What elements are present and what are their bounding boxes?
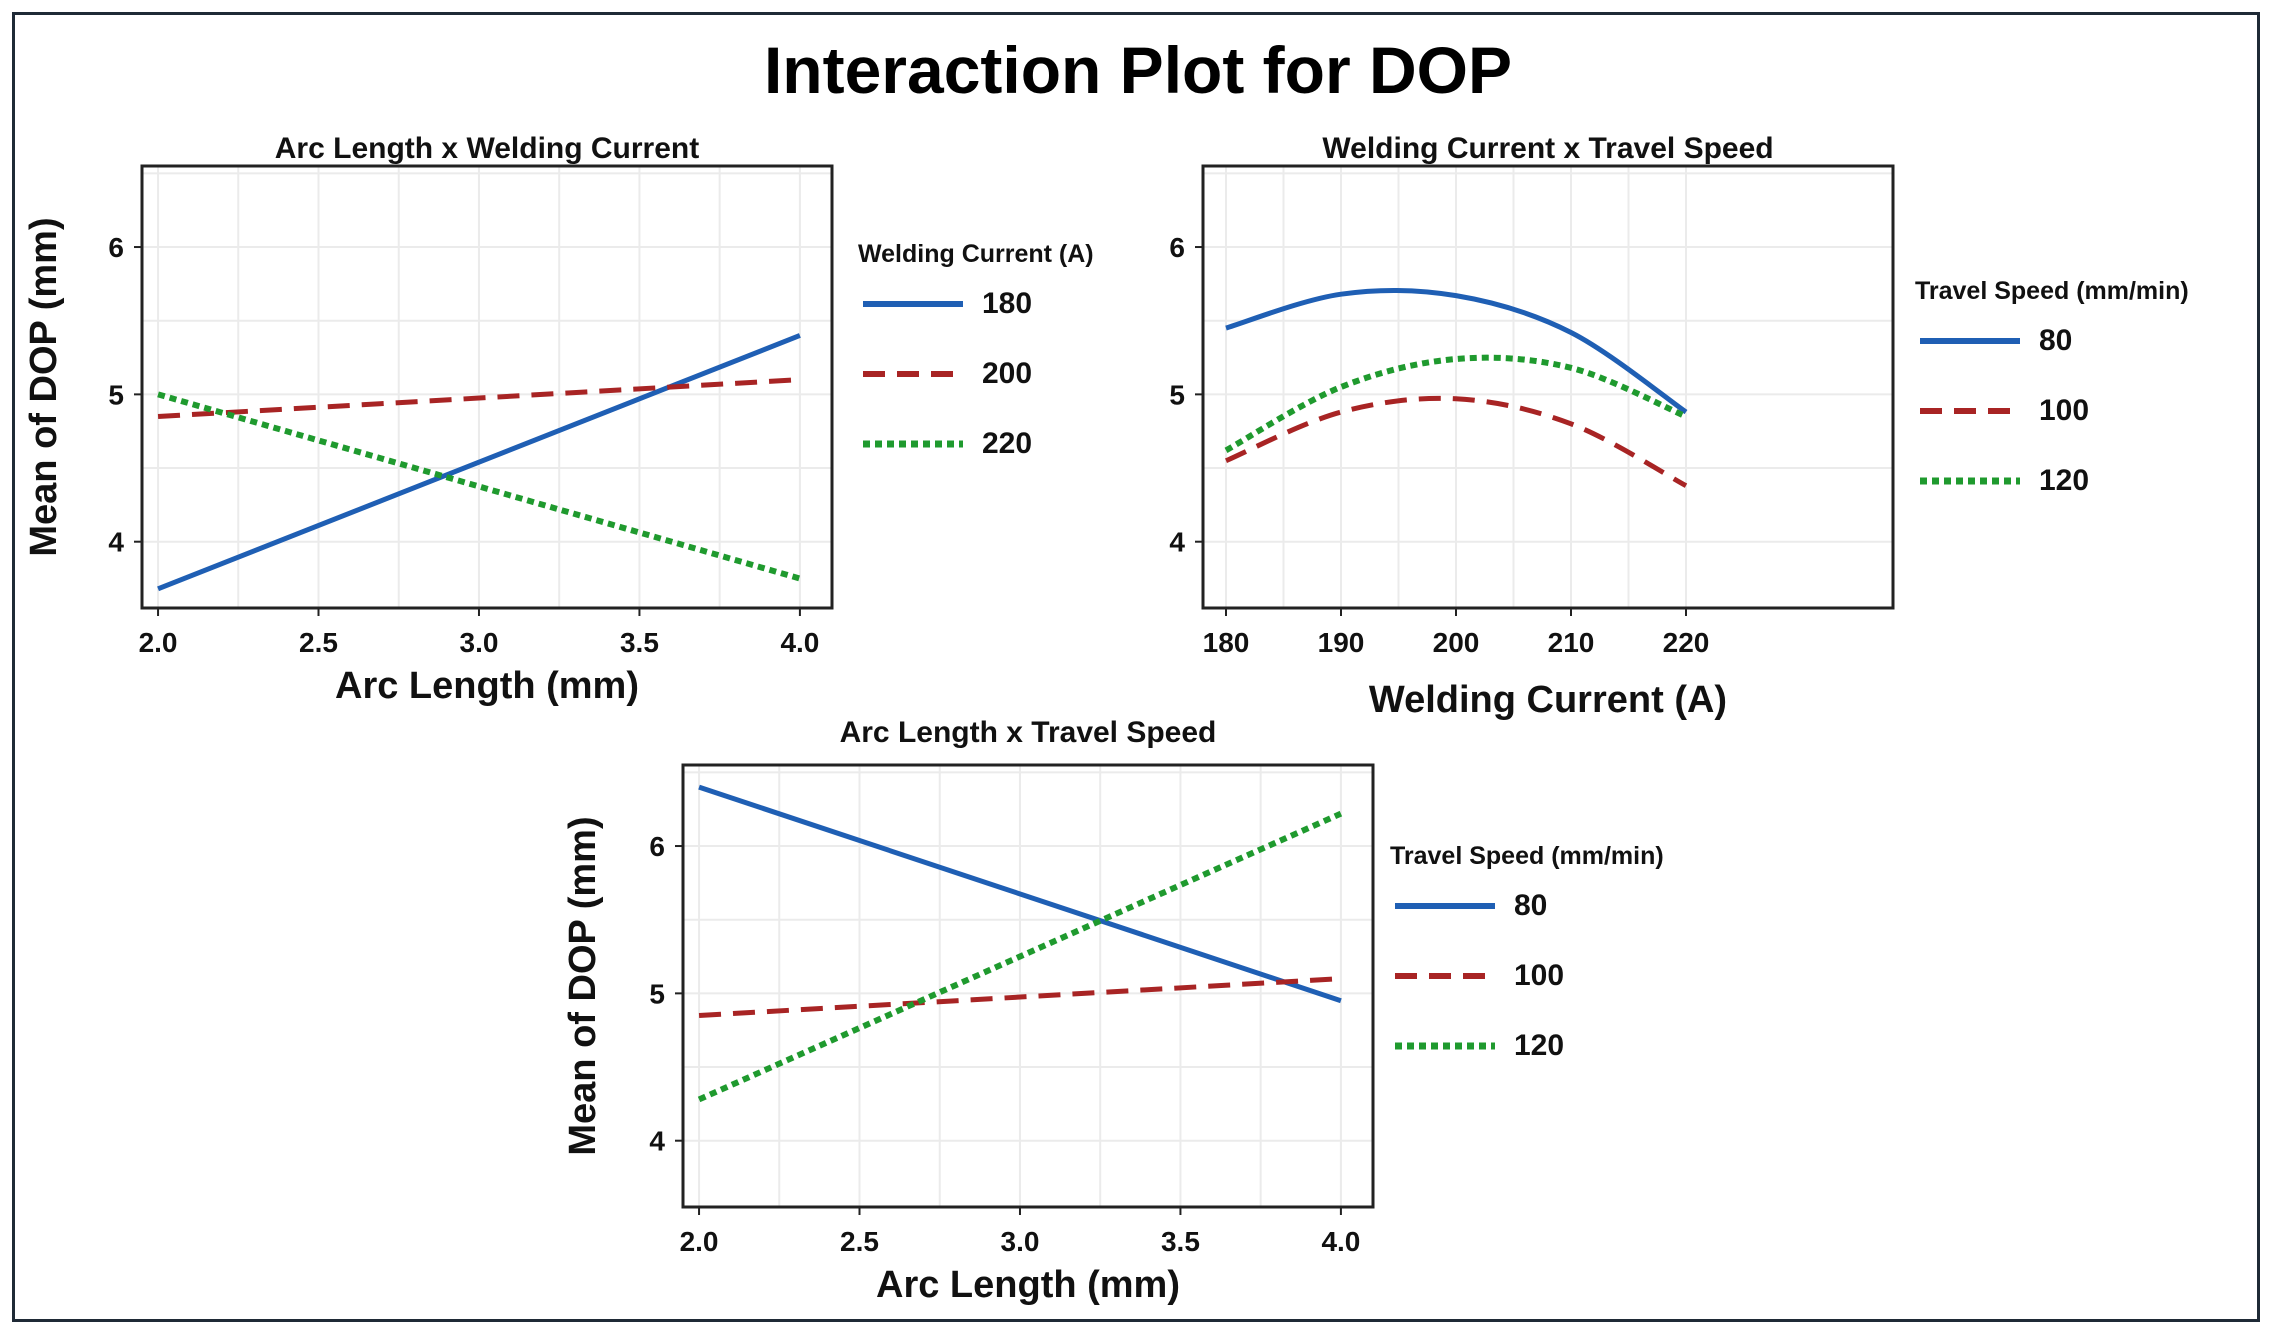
x-tick-label: 4.0	[780, 627, 819, 658]
x-axis-label: Arc Length (mm)	[335, 665, 639, 707]
legend-item: 100	[1915, 376, 2189, 446]
legend-label: 120	[1514, 1029, 1565, 1062]
legend-title: Welding Current (A)	[858, 240, 1094, 268]
x-tick-label: 200	[1433, 627, 1480, 658]
x-tick-label: 4.0	[1321, 1226, 1360, 1257]
legend-travel-speed-bottom: Travel Speed (mm/min) 80 100 120	[1390, 842, 1664, 1081]
x-tick-label: 190	[1318, 627, 1365, 658]
y-tick-label: 6	[1169, 232, 1185, 263]
series-line-120	[1224, 354, 1688, 453]
series-line-100	[1225, 395, 1688, 488]
x-tick-label: 3.5	[620, 627, 659, 658]
legend-swatch-solid	[1920, 338, 2020, 344]
legend-swatch-solid	[1395, 903, 1495, 909]
legend-label: 100	[1514, 959, 1565, 992]
series-line-220	[157, 391, 801, 582]
chart-title: Welding Current x Travel Speed	[1322, 132, 1773, 165]
series-line-80	[1225, 287, 1688, 415]
y-axis-label: Mean of DOP (mm)	[562, 816, 604, 1155]
axis-frame	[681, 763, 1375, 1209]
legend-item: 220	[858, 409, 1094, 479]
legend-item: 120	[1390, 1011, 1664, 1081]
legend-label: 220	[982, 427, 1033, 460]
y-tick-label: 5	[108, 379, 124, 410]
chart-title: Arc Length x Travel Speed	[840, 716, 1217, 749]
x-tick-label: 2.5	[840, 1226, 879, 1257]
x-axis-label: Welding Current (A)	[1369, 679, 1727, 721]
series-line-120	[697, 810, 1343, 1103]
y-tick-label: 6	[108, 232, 124, 263]
legend-item: 100	[1390, 941, 1664, 1011]
y-tick-label: 4	[108, 527, 124, 558]
legend-item: 120	[1915, 446, 2189, 516]
legend-title: Travel Speed (mm/min)	[1915, 277, 2189, 305]
plot-area	[683, 765, 1373, 1207]
legend-travel-speed-top: Travel Speed (mm/min) 80 100 120	[1915, 277, 2189, 516]
legend-label: 120	[2039, 464, 2090, 497]
legend-welding-current: Welding Current (A) 180 200 220	[858, 240, 1094, 479]
axis-frame	[140, 164, 834, 610]
y-axis-label: Mean of DOP (mm)	[23, 217, 65, 556]
legend-title: Travel Speed (mm/min)	[1390, 842, 1664, 870]
legend-label: 200	[982, 357, 1033, 390]
legend-item: 80	[1915, 306, 2189, 376]
legend-swatch-dashed	[1395, 973, 1495, 979]
x-tick-label: 3.5	[1161, 1226, 1200, 1257]
x-tick-label: 210	[1548, 627, 1595, 658]
x-tick-label: 3.0	[1001, 1226, 1040, 1257]
x-tick-label: 3.0	[460, 627, 499, 658]
axis-frame	[1201, 164, 1895, 610]
plot-area	[142, 166, 832, 608]
x-tick-label: 180	[1203, 627, 1250, 658]
series-line-200	[157, 377, 801, 419]
legend-swatch-dotted	[1395, 1042, 1495, 1050]
legend-label: 180	[982, 287, 1033, 320]
chart-title: Arc Length x Welding Current	[275, 132, 699, 165]
figure-title: Interaction Plot for DOP	[763, 33, 1513, 107]
legend-swatch-dashed	[1920, 408, 2020, 414]
plot-area	[1203, 166, 1893, 608]
legend-item: 180	[858, 269, 1094, 339]
legend-swatch-dotted	[1920, 477, 2020, 485]
y-tick-label: 4	[1169, 527, 1185, 558]
series-line-100	[698, 976, 1342, 1018]
y-tick-label: 5	[649, 978, 665, 1009]
legend-item: 200	[858, 339, 1094, 409]
legend-swatch-dashed	[863, 371, 963, 377]
legend-item: 80	[1390, 871, 1664, 941]
x-tick-label: 2.5	[299, 627, 338, 658]
x-tick-label: 2.0	[139, 627, 178, 658]
legend-label: 80	[2039, 324, 2073, 357]
legend-swatch-solid	[863, 301, 963, 307]
x-tick-label: 2.0	[680, 1226, 719, 1257]
y-tick-label: 4	[649, 1126, 665, 1157]
y-tick-label: 5	[1169, 379, 1185, 410]
legend-swatch-dotted	[863, 440, 963, 448]
legend-label: 100	[2039, 394, 2090, 427]
y-tick-label: 6	[649, 831, 665, 862]
x-tick-label: 220	[1663, 627, 1710, 658]
legend-label: 80	[1514, 889, 1548, 922]
series-line-180	[157, 333, 801, 592]
x-axis-label: Arc Length (mm)	[876, 1264, 1180, 1306]
series-line-80	[698, 784, 1342, 1004]
